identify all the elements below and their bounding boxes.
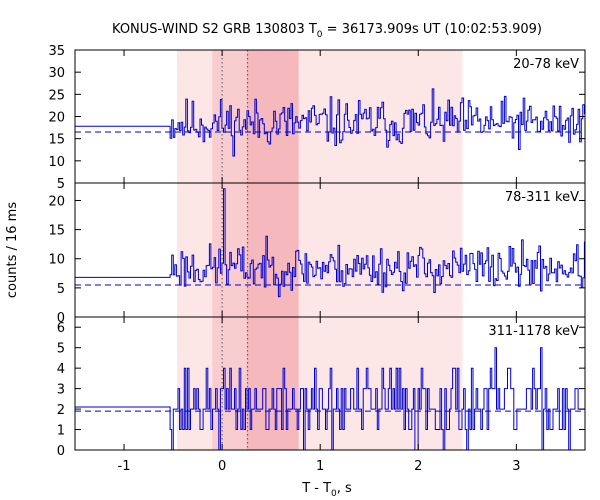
y-tick-label-0-0: 5 <box>57 177 65 192</box>
series-group <box>75 88 585 451</box>
chart-title-rest: = 36173.909s UT (10:02:53.909) <box>323 22 542 37</box>
x-tick-label-0: -1 <box>118 459 131 474</box>
series-line-panel-1 <box>75 188 585 298</box>
x-axis-label-rest: , s <box>337 481 352 496</box>
series-line-panel-0 <box>75 88 585 157</box>
y-tick-label-0-2: 15 <box>48 133 65 148</box>
y-tick-label-2-3: 3 <box>57 383 65 398</box>
x-tick-label-2: 1 <box>316 459 324 474</box>
y-tick-label-1-0: 0 <box>57 311 65 326</box>
y-tick-label-2-6: 6 <box>57 321 65 336</box>
panel-frame-2 <box>74 316 586 451</box>
x-axis-label: T - T0, s <box>301 481 352 499</box>
chart-title-main: KONUS-WIND S2 GRB 130803 T <box>112 22 317 37</box>
chart-title: KONUS-WIND S2 GRB 130803 T0 = 36173.909s… <box>112 22 542 40</box>
y-tick-label-1-2: 10 <box>48 253 65 268</box>
y-tick-label-1-4: 20 <box>48 194 65 209</box>
y-tick-label-1-1: 5 <box>57 282 65 297</box>
y-tick-label-2-0: 0 <box>57 444 65 459</box>
y-tick-label-0-4: 25 <box>48 88 65 103</box>
y-tick-label-2-2: 2 <box>57 403 65 418</box>
chart-title-sub: 0 <box>317 30 323 40</box>
panel-label-0: 20-78 keV <box>513 57 579 72</box>
guide-lines <box>221 50 249 450</box>
series-line-panel-2 <box>75 347 585 451</box>
y-tick-label-0-1: 10 <box>48 155 65 170</box>
y-tick-label-2-5: 5 <box>57 342 65 357</box>
y-tick-label-1-3: 15 <box>48 224 65 239</box>
x-axis-label-sub: 0 <box>331 489 337 499</box>
y-tick-label-0-3: 20 <box>48 111 65 126</box>
panel-label-1: 78-311 keV <box>505 190 579 205</box>
x-tick-label-1: 0 <box>218 459 226 474</box>
x-tick-label-4: 3 <box>512 459 520 474</box>
x-axis-label-main: T - T <box>301 481 331 496</box>
y-tick-label-2-4: 4 <box>57 362 65 377</box>
y-axis-label: counts / 16 ms <box>5 202 20 298</box>
y-tick-label-0-5: 30 <box>48 66 65 81</box>
y-tick-label-0-6: 35 <box>48 44 65 59</box>
x-tick-label-3: 2 <box>414 459 422 474</box>
tick-group <box>75 49 585 451</box>
y-tick-label-2-1: 1 <box>57 424 65 439</box>
panel-label-2: 311-1178 keV <box>488 324 579 339</box>
